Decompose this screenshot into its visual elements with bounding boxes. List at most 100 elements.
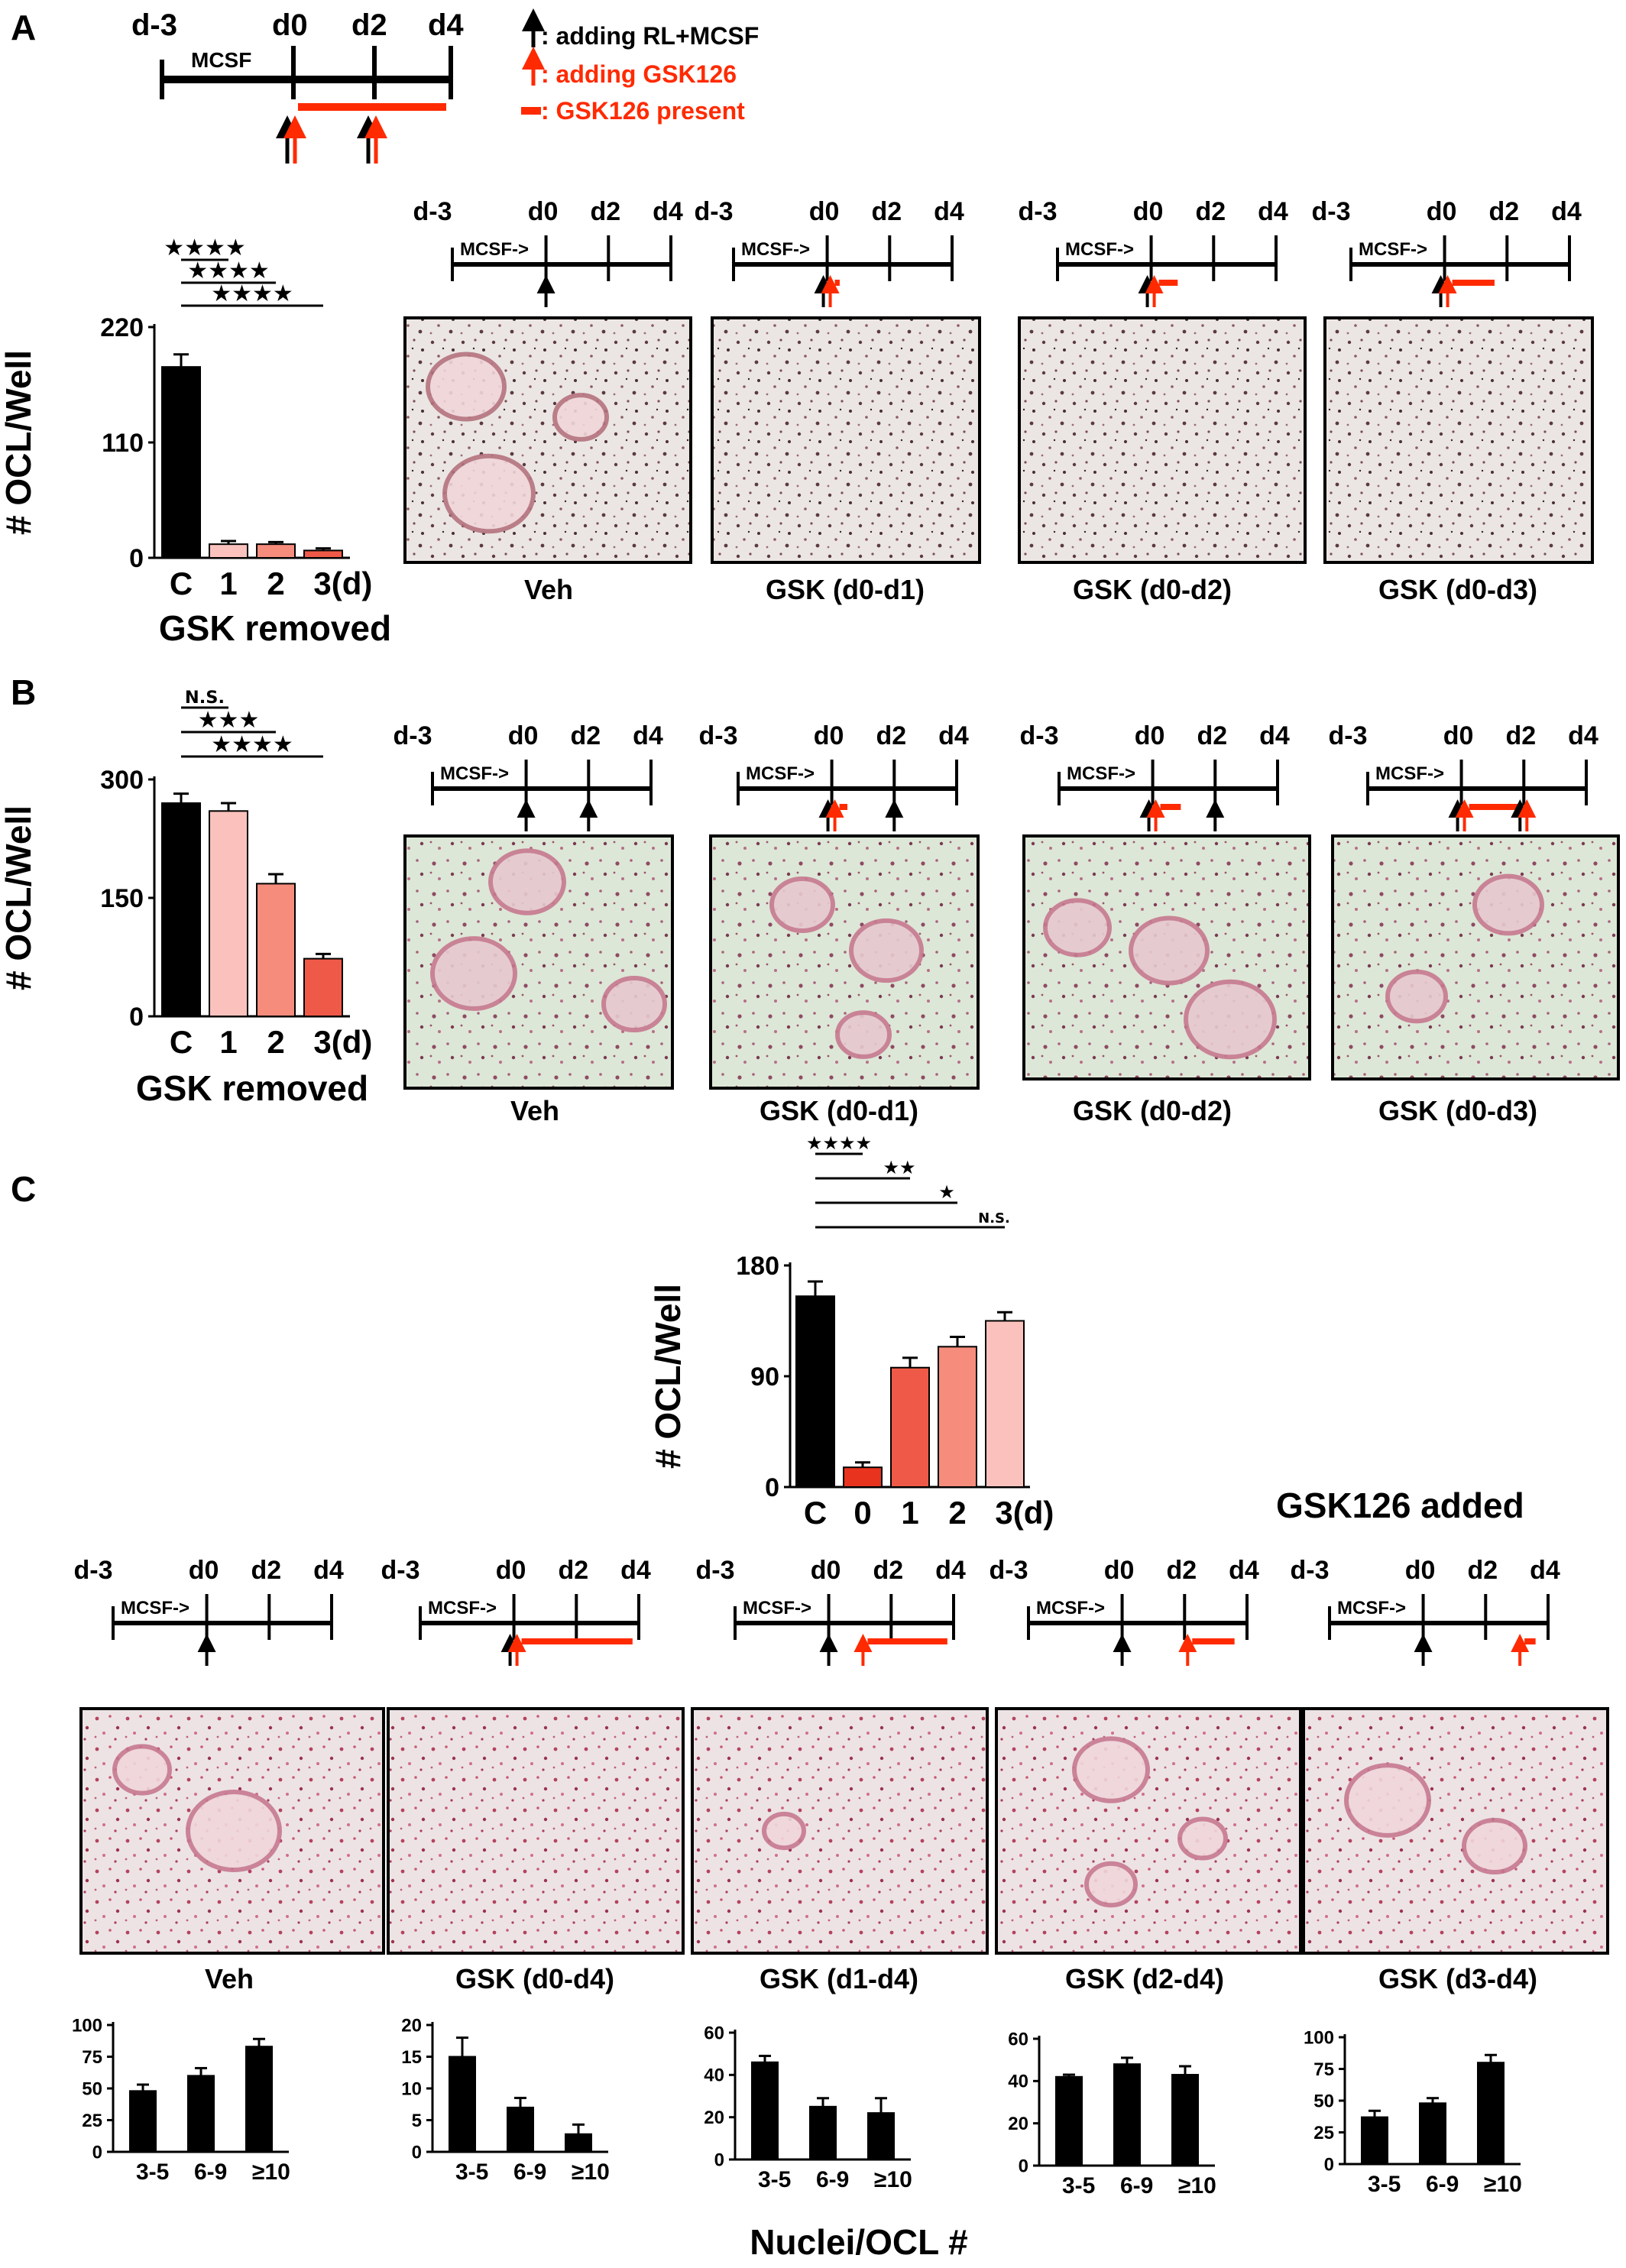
bar-6-9 bbox=[1419, 2102, 1446, 2166]
timeline-mcsf-label: MCSF-> bbox=[1065, 239, 1134, 260]
timeline-schematic-b2: d-3 d0 d2 d4 MCSF-> bbox=[699, 721, 969, 831]
y-tick-label: 0 bbox=[714, 2150, 724, 2170]
captions-b: Veh GSK (d0-d1) GSK (d0-d2) GSK (d0-d3) bbox=[510, 1095, 1537, 1126]
micrograph-image bbox=[995, 1707, 1302, 1955]
timeline-schematic-c2: d-3 d0 d2 d4 MCSF-> bbox=[381, 1556, 651, 1666]
timeline-mcsf-label: MCSF-> bbox=[743, 1598, 811, 1618]
x-tick-label: 6-9 bbox=[1120, 2173, 1153, 2198]
y-tick-label: 0 bbox=[129, 1003, 144, 1032]
timeline-schematic-b1: d-3 d0 d2 d4 MCSF-> bbox=[394, 721, 663, 831]
timeline-label-d0: d0 bbox=[1405, 1556, 1436, 1585]
chart-C-n4: 0 20 40 60 3-5 6-9 ≥10 bbox=[1008, 2029, 1216, 2198]
y-tick-label: 110 bbox=[102, 429, 144, 458]
bar-3-5 bbox=[449, 2056, 476, 2153]
micrograph-c2 bbox=[387, 1707, 685, 1955]
red-bar-icon bbox=[521, 107, 541, 115]
timeline-label-d-3: d-3 bbox=[1291, 1556, 1330, 1585]
bar-3(d) bbox=[303, 957, 343, 1017]
y-tick-label: 0 bbox=[1019, 2156, 1028, 2176]
panel-label-c: C bbox=[11, 1169, 36, 1209]
y-tick-label: 25 bbox=[1313, 2123, 1334, 2143]
timeline-schematic-a2: d-3 d0 d2 d4 MCSF-> bbox=[695, 197, 964, 307]
timeline-label-d2: d2 bbox=[1467, 1556, 1498, 1585]
timeline-label-d-3: d-3 bbox=[696, 1556, 735, 1585]
timeline-label-d2: d2 bbox=[570, 721, 601, 750]
y-tick-label: 60 bbox=[704, 2023, 724, 2043]
x-axis-label: GSK126 added bbox=[1276, 1486, 1524, 1525]
osteoclast-cell bbox=[1344, 1763, 1431, 1838]
y-tick-label: 40 bbox=[704, 2066, 724, 2086]
osteoclast-cell bbox=[769, 876, 835, 933]
timeline-mcsf-label: MCSF-> bbox=[1337, 1598, 1406, 1618]
timeline-mcsf-label: MCSF-> bbox=[1375, 763, 1444, 784]
timeline-label-d2: d2 bbox=[1166, 1556, 1197, 1585]
caption-a-3: GSK (d0-d2) bbox=[1073, 574, 1232, 605]
osteoclast-cell bbox=[1072, 1736, 1150, 1803]
timeline-schematic-c3: d-3 d0 d2 d4 MCSF-> bbox=[696, 1556, 966, 1666]
x-tick-label: 3-5 bbox=[1062, 2173, 1095, 2198]
nuclei-x-axis-label: Nuclei/OCL # bbox=[750, 2222, 967, 2262]
timeline-label-d2: d2 bbox=[1505, 721, 1536, 750]
osteoclast-cell bbox=[1177, 1816, 1228, 1861]
micrograph-image bbox=[403, 316, 692, 564]
bar-1 bbox=[209, 543, 248, 559]
caption-c-3: GSK (d1-d4) bbox=[760, 1963, 918, 1994]
chart-C-n3: 0 20 40 60 3-5 6-9 ≥10 bbox=[704, 2023, 912, 2192]
x-tick-label: 1 bbox=[219, 565, 237, 601]
x-tick-label: ≥10 bbox=[874, 2167, 912, 2192]
micrograph-a4 bbox=[1323, 316, 1594, 564]
timeline-label-d0: d0 bbox=[1133, 197, 1164, 226]
osteoclast-cell bbox=[552, 393, 609, 442]
timeline-mcsf-label: MCSF-> bbox=[428, 1598, 497, 1618]
timeline-schematic-a4: d-3 d0 d2 d4 MCSF-> bbox=[1312, 197, 1582, 307]
panel-label-b: B bbox=[11, 672, 36, 712]
micrographs bbox=[79, 316, 1620, 1955]
bar-1 bbox=[209, 810, 248, 1018]
y-tick-label: 5 bbox=[412, 2111, 422, 2131]
x-tick-label: 6-9 bbox=[513, 2159, 546, 2185]
micrograph-a3 bbox=[1018, 316, 1307, 564]
timeline-schematic-b3: d-3 d0 d2 d4 MCSF-> bbox=[1020, 721, 1290, 831]
y-tick-label: 50 bbox=[82, 2078, 102, 2099]
bar-C bbox=[161, 366, 201, 559]
x-tick-label: 3-5 bbox=[1368, 2172, 1401, 2197]
significance-label: ★★★★ bbox=[187, 258, 270, 284]
chart-C-n2: 0 5 10 15 20 3-5 6-9 ≥10 bbox=[401, 2015, 610, 2185]
x-tick-label: C bbox=[804, 1495, 827, 1531]
caption-c-5: GSK (d3-d4) bbox=[1378, 1963, 1537, 1994]
timeline-label-d4: d4 bbox=[934, 197, 964, 226]
micrograph-a2 bbox=[711, 316, 981, 564]
timeline-mcsf-label: MCSF-> bbox=[1067, 763, 1135, 784]
legend-timeline-mcsf: MCSF bbox=[191, 48, 251, 72]
timeline-label-d0: d0 bbox=[496, 1556, 526, 1585]
timeline-label-d0: d0 bbox=[1104, 1556, 1135, 1585]
captions-c: Veh GSK (d0-d4) GSK (d1-d4) GSK (d2-d4) … bbox=[205, 1963, 1537, 1994]
osteoclast-cell bbox=[1129, 915, 1210, 986]
x-tick-label: 3(d) bbox=[313, 1024, 372, 1060]
bar-6-9 bbox=[1113, 2063, 1141, 2166]
y-tick-label: 0 bbox=[92, 2142, 102, 2163]
y-tick-label: 25 bbox=[82, 2111, 102, 2131]
significance-label: ★★★ bbox=[198, 707, 260, 734]
y-tick-label: 75 bbox=[82, 2047, 102, 2068]
timeline-label-d-3: d-3 bbox=[74, 1556, 113, 1585]
caption-a-1: Veh bbox=[524, 574, 573, 605]
bar-2 bbox=[256, 883, 296, 1018]
timeline-label-d0: d0 bbox=[811, 1556, 841, 1585]
legend-timeline-label-d2: d2 bbox=[351, 8, 387, 42]
micrograph-image bbox=[1018, 316, 1307, 564]
timeline-label-d2: d2 bbox=[871, 197, 902, 226]
timeline-label-d4: d4 bbox=[633, 721, 663, 750]
bar-3-5 bbox=[1361, 2116, 1388, 2166]
micrograph-c4 bbox=[995, 1707, 1302, 1955]
bar-3-5 bbox=[1055, 2075, 1083, 2167]
bar-C bbox=[161, 802, 201, 1017]
timeline-label-d4: d4 bbox=[1258, 197, 1288, 226]
legend-item-red-arrow: : adding GSK126 bbox=[522, 47, 737, 88]
x-tick-label: 2 bbox=[267, 565, 284, 601]
timeline-label-d-3: d-3 bbox=[413, 197, 452, 226]
x-tick-label: ≥10 bbox=[1178, 2173, 1216, 2198]
